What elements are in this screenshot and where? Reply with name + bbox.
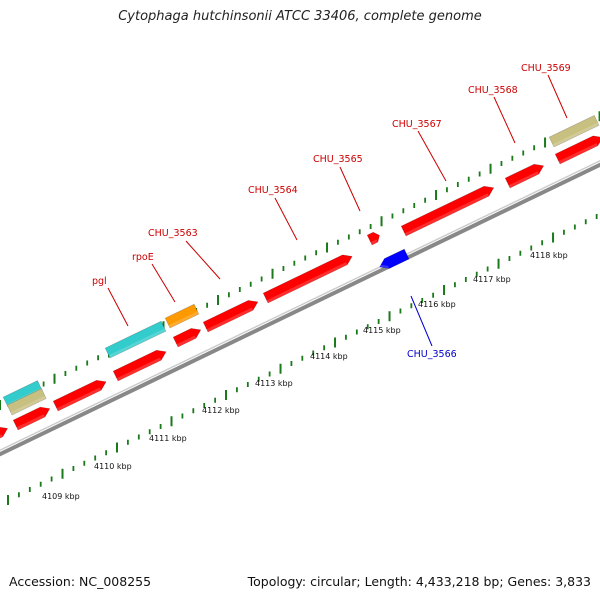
gene-feature-shading [266, 262, 348, 303]
ruler-tick-label: 4110 kbp [94, 462, 132, 471]
gene-feature-shading [10, 395, 47, 415]
gene-leader-line [339, 166, 361, 212]
genome-summary: Topology: circular; Length: 4,433,218 bp… [247, 574, 591, 589]
lower-tick-track [7, 213, 598, 505]
gene-feature-shading [108, 328, 166, 358]
gene-label: CHU_3569 [521, 63, 571, 74]
backbone-line [0, 162, 600, 457]
gene-label: pgl [92, 276, 107, 287]
gene-feature [172, 328, 202, 348]
gene-labels: pgl rpoE CHU_3563 CHU_3564 CHU_3565 CHU_3567 C… [92, 63, 571, 360]
gene-feature [6, 388, 47, 416]
ruler-tick-label: 4116 kbp [418, 300, 456, 309]
gene-leader-line [151, 263, 176, 303]
gene-feature-shading [0, 434, 3, 439]
gene-feature [0, 426, 9, 439]
gene-label: CHU_3568 [468, 85, 518, 96]
gene-feature [112, 349, 167, 382]
gene-label: rpoE [132, 252, 154, 263]
gene-feature-shading [56, 387, 102, 411]
gene-label: CHU_3564 [248, 185, 298, 196]
gene-feature [366, 231, 380, 246]
gene-feature [104, 320, 167, 359]
gene-feature-shading [508, 171, 539, 188]
gene-feature [262, 254, 353, 304]
ruler-tick-label: 4113 kbp [255, 379, 293, 388]
gene-feature-shading [116, 357, 162, 381]
map-title: Cytophaga hutchinsonii ATCC 33406, compl… [118, 9, 482, 24]
gene-leader-line [493, 96, 516, 144]
ruler-tick-label: 4117 kbp [473, 275, 511, 284]
ruler-tick-label: 4114 kbp [310, 352, 348, 361]
gene-feature-shading [370, 239, 378, 245]
gene-leader-line [417, 130, 447, 182]
backbone-track [0, 159, 600, 457]
ruler-tick-label: 4109 kbp [42, 492, 80, 501]
gene-feature [12, 406, 51, 431]
gene-feature-shading [176, 335, 196, 347]
reverse-gene-arrow [379, 248, 410, 269]
ruler-labels: 4109 kbp 4110 kbp 4111 kbp 4112 kbp 4113 kbp… [42, 251, 568, 501]
gene-leader-line [547, 74, 568, 119]
gene-leader-line [274, 197, 298, 241]
gene-label: CHU_3563 [148, 228, 198, 239]
gene-feature-shading [552, 122, 599, 147]
feature-track [0, 114, 600, 439]
ruler-tick-label: 4111 kbp [149, 434, 187, 443]
ruler-tick-label: 4118 kbp [530, 251, 568, 260]
gene-feature-shading [16, 414, 45, 430]
gene-feature [554, 135, 600, 165]
gene-feature-shading [558, 143, 598, 164]
gene-label: CHU_3566 [407, 349, 457, 360]
gene-leader-line [185, 240, 221, 280]
gene-feature [202, 300, 259, 333]
gene-label: CHU_3567 [392, 119, 442, 130]
gene-feature [164, 303, 200, 329]
gene-feature [400, 185, 495, 237]
gene-feature [504, 163, 545, 189]
gene-feature-shading [404, 193, 489, 236]
gene-leader-line [107, 287, 129, 327]
gene-feature-shading [378, 264, 390, 269]
backbone-highlight [0, 159, 600, 452]
ruler-tick-label: 4112 kbp [202, 406, 240, 415]
gene-feature [548, 114, 600, 148]
gene-label: CHU_3565 [313, 154, 363, 165]
gene-feature-shading [206, 307, 253, 332]
gene-feature-shading [168, 311, 199, 328]
accession-label: Accession: NC_008255 [9, 574, 152, 589]
ruler-tick-label: 4115 kbp [363, 326, 401, 335]
gene-leader-line [410, 295, 433, 347]
gene-feature [52, 379, 107, 412]
